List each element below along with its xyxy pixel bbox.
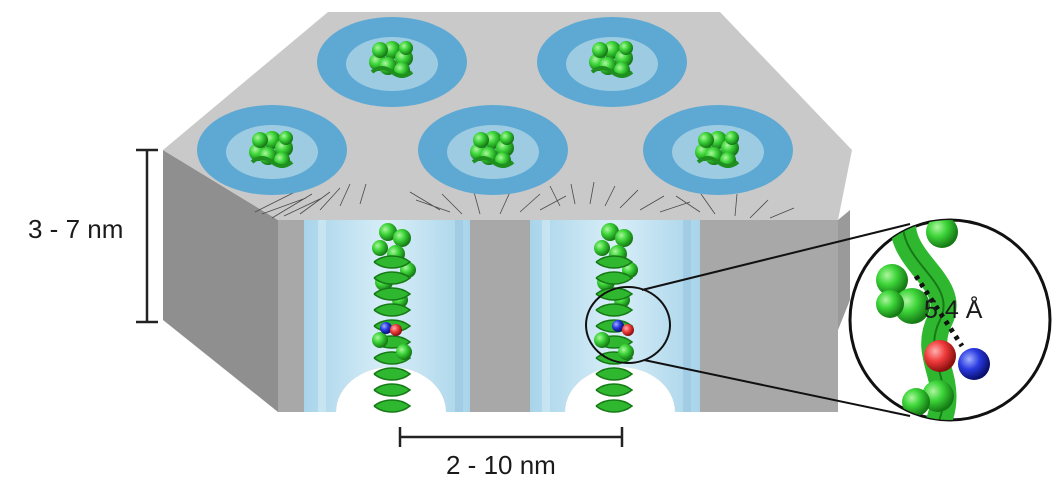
- channel-protein-left: [372, 223, 416, 413]
- matrix-left-face: [163, 150, 278, 412]
- callout-line-top: [641, 223, 911, 291]
- residue-distance-label: 5.4 Å: [924, 296, 983, 324]
- pore-height-label: 3 - 7 nm: [28, 214, 124, 244]
- callout-line-bottom: [643, 359, 911, 417]
- channel-protein-right: [594, 223, 638, 413]
- matrix-right-face: [838, 210, 850, 330]
- magnifier-callout-icon: [585, 286, 671, 364]
- zoom-callout: [848, 218, 1052, 422]
- surface-ligands: [254, 181, 795, 219]
- dimension-bracket-icon: [136, 148, 158, 324]
- pore-spacing-label: 2 - 10 nm: [446, 450, 556, 480]
- spacing-bracket: [398, 427, 624, 447]
